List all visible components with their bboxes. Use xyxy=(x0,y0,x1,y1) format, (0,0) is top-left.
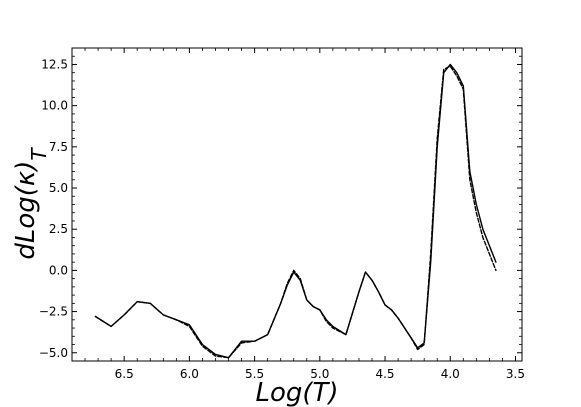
series-group xyxy=(94,63,497,359)
x-axis-title: Log(T) xyxy=(255,378,338,407)
plot-frame xyxy=(71,47,523,362)
y-tick-label: 12.5 xyxy=(41,57,68,71)
y-tick-label: 0.0 xyxy=(49,263,68,277)
y-tick-label: 5.0 xyxy=(49,181,68,195)
dashed-series-line xyxy=(94,65,497,359)
y-tick-label: 2.5 xyxy=(49,222,68,236)
x-tick-label: 5.5 xyxy=(245,367,264,381)
x-axis-ticks: 6.5 6.0 5.5 5.0 4.5 4.0 3.5 xyxy=(115,48,525,381)
x-tick-label: 4.0 xyxy=(441,367,460,381)
x-tick-label: 6.0 xyxy=(180,367,199,381)
solid-series-line xyxy=(94,63,497,359)
y-axis-title: dLog(κ)T xyxy=(11,147,51,260)
x-tick-label: 6.5 xyxy=(115,367,134,381)
x-tick-label: 3.5 xyxy=(506,367,525,381)
y-tick-label: 7.5 xyxy=(49,140,68,154)
y-tick-label: 10.0 xyxy=(41,99,68,113)
minor-ticks xyxy=(71,47,522,362)
x-tick-label: 5.0 xyxy=(310,367,329,381)
y-axis-ticks: −5.0 −2.5 0.0 2.5 5.0 7.5 10.0 12.5 xyxy=(39,57,522,360)
y-tick-label: −5.0 xyxy=(39,346,68,360)
y-tick-label: −2.5 xyxy=(39,305,68,319)
x-tick-label: 4.5 xyxy=(375,367,394,381)
